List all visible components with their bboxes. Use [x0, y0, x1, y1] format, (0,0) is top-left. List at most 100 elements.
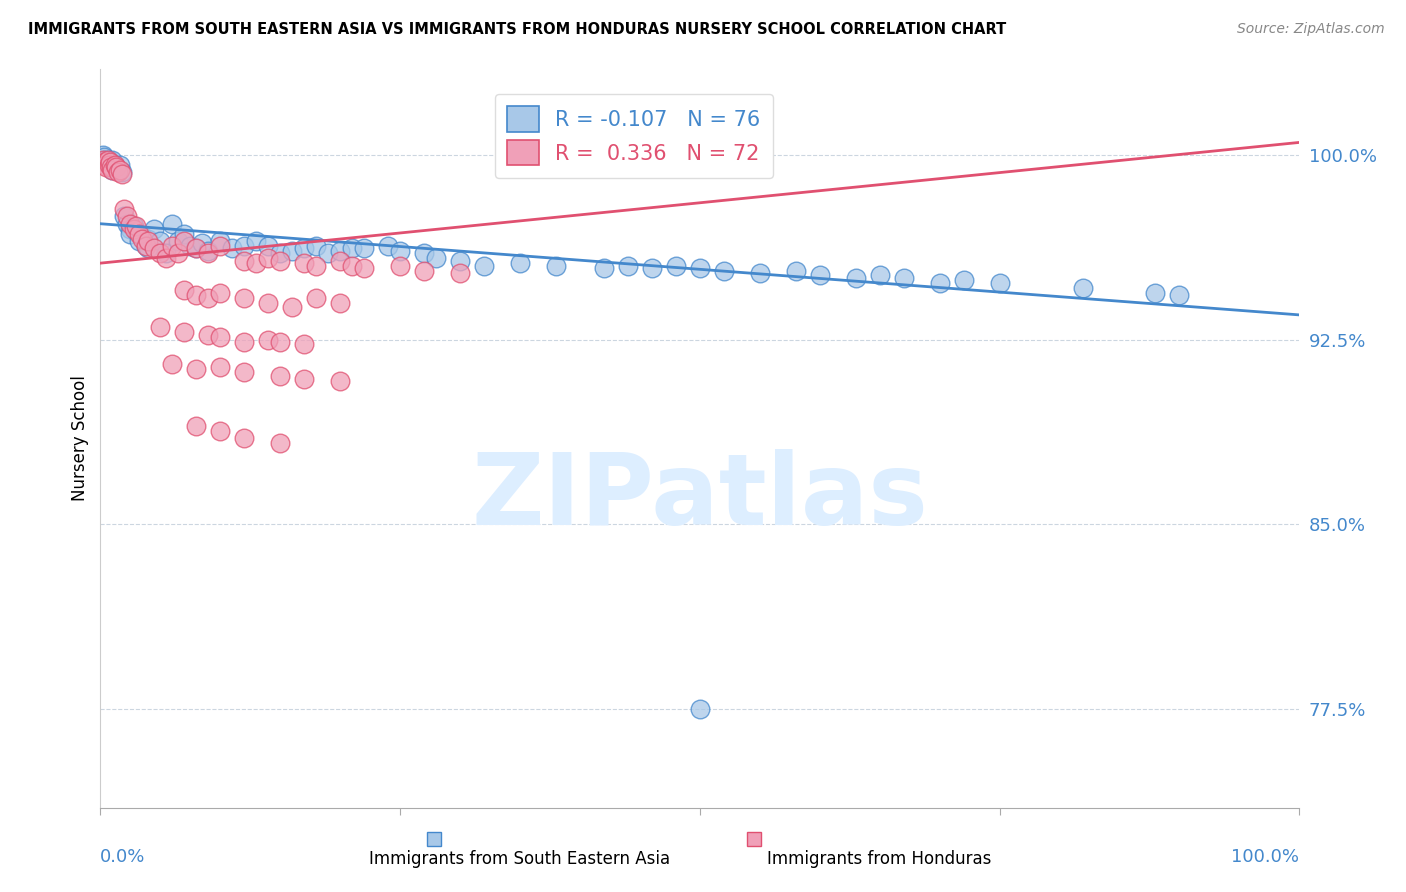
- Point: [97, 153, 120, 167]
- Point: [209, 234, 232, 248]
- Point: [96, 153, 118, 167]
- Point: [592, 261, 614, 276]
- Point: [316, 246, 339, 260]
- Point: [305, 291, 328, 305]
- Point: [641, 261, 664, 276]
- Point: [104, 160, 127, 174]
- Point: [197, 291, 219, 305]
- Point: [377, 239, 399, 253]
- Point: [186, 241, 208, 255]
- Point: [209, 285, 232, 300]
- Point: [509, 256, 531, 270]
- Point: [143, 221, 166, 235]
- Point: [135, 239, 157, 253]
- Point: [233, 239, 256, 253]
- Point: [233, 291, 256, 305]
- Point: [108, 158, 131, 172]
- Point: [233, 365, 256, 379]
- Point: [617, 259, 640, 273]
- Point: [173, 234, 195, 248]
- Point: [221, 241, 243, 255]
- Point: [128, 234, 150, 248]
- Point: [149, 234, 172, 248]
- Point: [269, 246, 291, 260]
- Point: [233, 253, 256, 268]
- Text: 0.0%: 0.0%: [100, 848, 146, 866]
- Point: [98, 155, 121, 169]
- Point: [120, 217, 142, 231]
- Point: [149, 320, 172, 334]
- Point: [257, 333, 280, 347]
- Point: [1144, 285, 1167, 300]
- Point: [101, 153, 124, 167]
- Point: [93, 150, 115, 164]
- Point: [155, 246, 177, 260]
- Point: [173, 227, 195, 241]
- Point: [91, 153, 114, 167]
- Point: [173, 325, 195, 339]
- Point: [186, 418, 208, 433]
- Point: [785, 263, 807, 277]
- Point: [329, 295, 352, 310]
- Point: [209, 359, 232, 374]
- Point: [197, 246, 219, 260]
- Point: [209, 424, 232, 438]
- Point: [136, 241, 159, 255]
- Point: [167, 246, 190, 260]
- Point: [808, 268, 831, 283]
- Point: [108, 162, 131, 177]
- Point: [928, 276, 950, 290]
- Point: [120, 227, 142, 241]
- Point: [353, 261, 375, 276]
- Point: [115, 210, 138, 224]
- Point: [413, 246, 436, 260]
- Point: [845, 271, 868, 285]
- Point: [425, 251, 447, 265]
- Point: [665, 259, 688, 273]
- Point: [197, 327, 219, 342]
- Point: [209, 330, 232, 344]
- Point: [98, 155, 121, 169]
- Point: [120, 221, 142, 235]
- Point: [136, 234, 159, 248]
- Point: [449, 266, 471, 280]
- Point: [245, 234, 267, 248]
- Point: [472, 259, 495, 273]
- Point: [329, 253, 352, 268]
- Point: [128, 227, 150, 241]
- Point: [111, 165, 134, 179]
- Point: [257, 295, 280, 310]
- Point: [104, 160, 127, 174]
- Point: [269, 334, 291, 349]
- Point: [353, 241, 375, 255]
- Point: [131, 231, 153, 245]
- Point: [689, 261, 711, 276]
- Point: [1168, 288, 1191, 302]
- Point: [305, 239, 328, 253]
- Point: [162, 239, 184, 253]
- Point: [149, 246, 172, 260]
- Point: [544, 259, 567, 273]
- Text: Immigrants from South Eastern Asia: Immigrants from South Eastern Asia: [370, 850, 671, 869]
- Point: [269, 253, 291, 268]
- Point: [122, 221, 145, 235]
- Point: [93, 155, 115, 169]
- Point: [162, 217, 184, 231]
- Point: [186, 241, 208, 255]
- Point: [96, 155, 118, 169]
- Point: [111, 168, 134, 182]
- Point: [292, 372, 315, 386]
- Point: [329, 244, 352, 258]
- Point: [257, 251, 280, 265]
- Point: [125, 219, 148, 234]
- Point: [112, 202, 135, 216]
- Point: [389, 244, 412, 258]
- Point: [245, 256, 267, 270]
- Point: [162, 357, 184, 371]
- Point: [186, 288, 208, 302]
- Point: [988, 276, 1011, 290]
- Point: [281, 301, 304, 315]
- Point: [167, 234, 190, 248]
- Text: Immigrants from Honduras: Immigrants from Honduras: [768, 850, 991, 869]
- Point: [155, 251, 177, 265]
